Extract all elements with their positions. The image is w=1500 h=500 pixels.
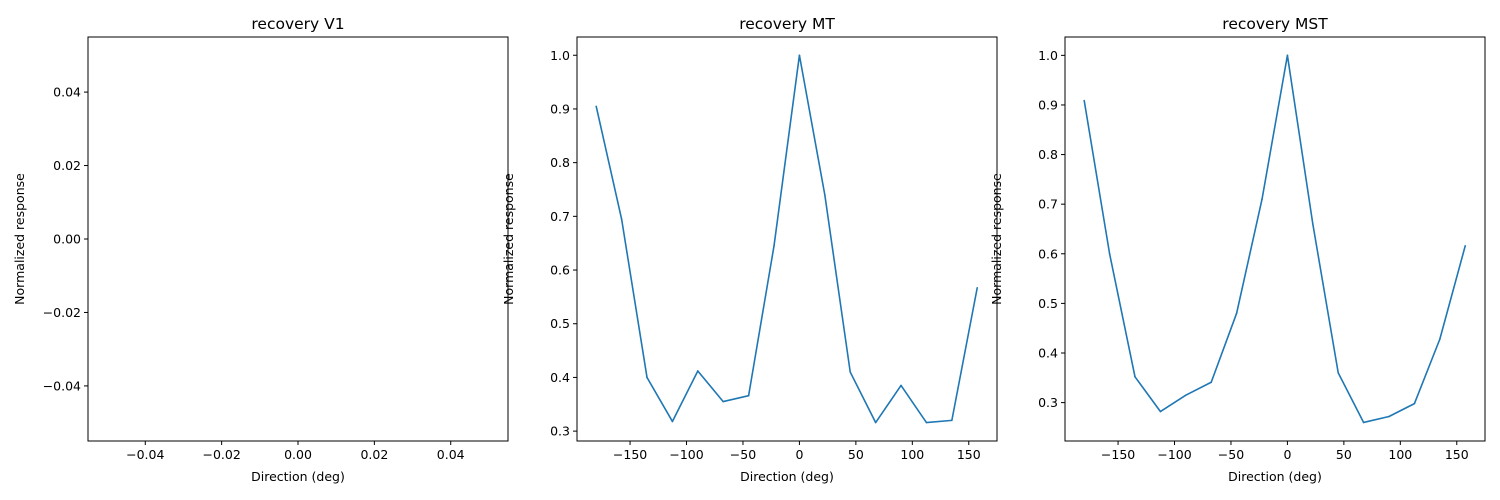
x-axis-label-mst: Direction (deg) xyxy=(1228,469,1322,484)
data-point-mt xyxy=(925,421,928,424)
y-tick-label-mst: 1.0 xyxy=(1038,48,1058,63)
y-tick-label-mst: 0.4 xyxy=(1038,345,1058,360)
data-point-mt xyxy=(951,419,953,422)
data-point-mt xyxy=(722,400,725,403)
x-tick-label-mt: −50 xyxy=(730,447,756,462)
x-axis-label-v1: Direction (deg) xyxy=(251,469,345,484)
data-point-mst xyxy=(1210,381,1213,384)
y-tick-label-mst: 0.9 xyxy=(1038,97,1058,112)
data-point-mst xyxy=(1413,402,1416,405)
axes-frame-mt xyxy=(576,36,998,442)
data-point-mt xyxy=(620,218,623,220)
series-line-mst xyxy=(1083,54,1467,424)
y-tick-label-mst: 0.8 xyxy=(1038,147,1058,162)
data-point-mst xyxy=(1464,245,1467,247)
x-tick-label-mt: −150 xyxy=(613,447,647,462)
x-tick-label-mt: 150 xyxy=(957,447,981,462)
data-point-mt xyxy=(671,420,674,423)
panel-v1: recovery V1 −0.04 −0.02 0.00 0.02 0.04 −0.04 −0… xyxy=(12,15,509,484)
x-tick-label-mst: 100 xyxy=(1388,447,1412,462)
y-tick-label-mt: 0.3 xyxy=(550,424,570,439)
x-tick-label-mst: −150 xyxy=(1101,447,1135,462)
y-axis-label-mt: Normalized response xyxy=(501,173,516,305)
y-tick-label-mt: 1.0 xyxy=(550,48,570,63)
data-point-mt xyxy=(849,371,852,373)
chart-title-mst: recovery MST xyxy=(1222,15,1328,33)
x-tick-label-mst: −100 xyxy=(1157,447,1191,462)
data-point-mst xyxy=(1235,312,1238,315)
data-point-mt xyxy=(595,105,597,108)
x-axis-label-mt: Direction (deg) xyxy=(740,469,834,484)
panel-mt: recovery MT −150 −100 −50 0 50 100 150 0.3 0.4 0.5… xyxy=(501,15,998,484)
y-tick-label-v1: −0.04 xyxy=(43,378,81,393)
axes-frame-mst xyxy=(1064,36,1486,442)
data-point-mst xyxy=(1261,198,1263,201)
x-tick-label-mt: −100 xyxy=(669,447,703,462)
data-point-mt xyxy=(697,370,699,372)
y-tick-label-v1: 0.04 xyxy=(53,85,81,100)
y-tick-label-mst: 0.5 xyxy=(1038,296,1058,311)
y-tick-label-v1: −0.02 xyxy=(43,305,81,320)
y-tick-label-mt: 0.6 xyxy=(550,263,570,278)
y-tick-label-mt: 0.5 xyxy=(550,316,570,331)
data-point-mst xyxy=(1083,99,1085,102)
y-tick-label-mt: 0.9 xyxy=(550,101,570,116)
x-tick-label-v1: −0.02 xyxy=(202,447,240,462)
chart-title-v1: recovery V1 xyxy=(251,15,344,33)
y-tick-label-mt: 0.4 xyxy=(550,370,570,385)
data-point-mt xyxy=(747,394,750,397)
data-point-mt xyxy=(798,54,801,57)
y-tick-label-mst: 0.7 xyxy=(1038,197,1058,212)
x-tick-label-mt: 50 xyxy=(848,447,864,462)
data-point-mt xyxy=(900,384,902,387)
data-point-mst xyxy=(1388,415,1390,418)
data-point-mt xyxy=(874,421,877,424)
axes-frame-v1 xyxy=(87,36,509,442)
data-point-mst xyxy=(1439,338,1441,340)
y-axis-label-v1: Normalized response xyxy=(12,173,27,305)
x-tick-label-v1: −0.04 xyxy=(126,447,164,462)
data-point-mst xyxy=(1134,376,1136,378)
x-tick-label-v1: 0.00 xyxy=(284,447,312,462)
x-tick-label-mst: 0 xyxy=(1283,447,1291,462)
data-point-mst xyxy=(1286,54,1289,57)
y-tick-label-mst: 0.6 xyxy=(1038,246,1058,261)
chart-title-mt: recovery MT xyxy=(739,15,835,33)
y-tick-label-v1: 0.02 xyxy=(53,158,81,173)
data-point-mst xyxy=(1159,410,1162,413)
panel-mst: recovery MST −150 −100 −50 0 50 100 150 0.3 0.4 0.… xyxy=(989,15,1486,484)
data-point-mst xyxy=(1185,394,1187,396)
y-tick-label-mst: 0.3 xyxy=(1038,395,1058,410)
x-tick-label-v1: 0.04 xyxy=(437,447,465,462)
data-point-mst xyxy=(1362,421,1365,424)
data-point-mt xyxy=(824,194,826,196)
data-point-mst xyxy=(1108,252,1111,255)
x-tick-label-mst: 150 xyxy=(1445,447,1469,462)
x-tick-label-mst: 50 xyxy=(1336,447,1352,462)
x-tick-label-mst: −50 xyxy=(1218,447,1244,462)
data-point-mst xyxy=(1312,223,1314,225)
x-tick-label-mt: 100 xyxy=(900,447,924,462)
x-tick-label-mt: 0 xyxy=(795,447,803,462)
y-axis-label-mst: Normalized response xyxy=(989,173,1004,305)
y-tick-label-mt: 0.7 xyxy=(550,209,570,224)
series-line-mt xyxy=(595,54,979,424)
data-point-mt xyxy=(646,376,648,379)
x-tick-label-v1: 0.02 xyxy=(360,447,388,462)
y-tick-label-v1: 0.00 xyxy=(53,232,81,247)
data-point-mt xyxy=(773,245,775,247)
data-point-mt xyxy=(976,286,979,289)
data-point-mst xyxy=(1337,372,1340,374)
y-tick-label-mt: 0.8 xyxy=(550,155,570,170)
